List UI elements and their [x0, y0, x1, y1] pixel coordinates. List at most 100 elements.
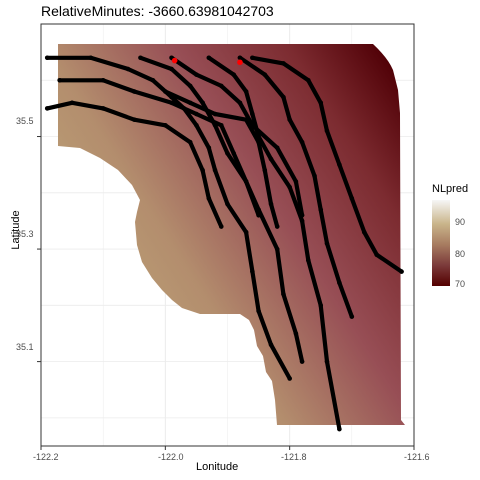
track-point [163, 89, 168, 94]
legend-colorbar [432, 200, 450, 286]
track-line [250, 55, 404, 274]
track-point [262, 72, 268, 77]
track-point [131, 89, 137, 94]
track-point [337, 426, 342, 432]
track-point [194, 111, 199, 117]
track-point [281, 61, 286, 66]
track-point [312, 173, 317, 179]
track-point [268, 156, 274, 162]
track-point [237, 55, 243, 61]
legend-label: 90 [455, 217, 466, 227]
track-point [250, 122, 255, 128]
track-point [206, 196, 212, 201]
track-point [194, 122, 199, 128]
track-point [243, 89, 249, 94]
chart-title: RelativeMinutes: -3660.63981042703 [41, 3, 274, 19]
track-point [349, 196, 355, 201]
track-point [256, 213, 261, 218]
x-tick-label: -122.0 [158, 452, 184, 462]
track-point [44, 106, 50, 111]
x-tick-label: -122.2 [33, 452, 59, 462]
track-line [237, 55, 354, 319]
y-tick-label: 35.5 [16, 116, 34, 126]
x-axis-label: Lonitude [196, 461, 239, 473]
track-point [256, 308, 261, 314]
track-point [250, 111, 255, 117]
panel-border [40, 23, 415, 447]
track-point [399, 269, 404, 274]
track-point [268, 342, 274, 348]
track-point [44, 55, 50, 61]
track-point [225, 201, 230, 207]
track-point [349, 314, 355, 319]
track-point [250, 269, 255, 274]
track-point [281, 291, 286, 297]
track-point [225, 151, 230, 156]
track-point [150, 77, 156, 83]
track-point [187, 100, 193, 106]
track-point [256, 139, 261, 145]
highlight-point [171, 57, 178, 64]
track-point [100, 106, 106, 111]
x-tick-label: -121.6 [404, 452, 430, 462]
track-point [287, 184, 292, 190]
legend-label: 70 [455, 279, 466, 289]
track-point [299, 139, 305, 145]
track-point [324, 359, 330, 364]
track-line [138, 55, 305, 364]
track-point [299, 218, 305, 224]
track-point [318, 100, 324, 106]
track-point [274, 224, 280, 229]
track-point [69, 100, 75, 106]
track-line [169, 55, 305, 218]
track-point [268, 201, 274, 207]
track-point [125, 66, 131, 72]
track-point [206, 55, 212, 61]
track-point [163, 122, 168, 128]
track-point [287, 376, 292, 381]
track-point [100, 77, 106, 83]
track-line [206, 55, 342, 432]
x-tick-label: -121.8 [281, 452, 307, 462]
track-point [337, 162, 342, 167]
track-point [361, 229, 367, 235]
track-point [318, 207, 324, 212]
track-line [163, 89, 280, 229]
track-point [299, 213, 305, 218]
track-point [306, 258, 311, 263]
track-point [57, 77, 62, 83]
track-point [88, 55, 94, 61]
track-point [194, 72, 199, 77]
track-point [138, 55, 143, 61]
track-point [212, 111, 218, 117]
track-point [243, 179, 249, 184]
track-point [243, 229, 249, 235]
track-point [200, 167, 205, 173]
track-point [212, 167, 218, 173]
track-point [287, 117, 292, 122]
highlight-point [237, 59, 243, 66]
track-point [299, 359, 305, 364]
track-point [318, 303, 324, 308]
track-point [281, 94, 286, 100]
track-point [237, 100, 243, 106]
y-tick-label: 35.3 [16, 229, 34, 239]
track-point [187, 83, 193, 89]
track-point [324, 128, 330, 134]
track-point [262, 167, 268, 173]
track-point [306, 77, 311, 83]
prediction-field [58, 44, 405, 425]
track-point [274, 246, 280, 252]
track-point [293, 179, 299, 184]
legend-title: NLpred [432, 183, 469, 195]
track-point [250, 55, 255, 61]
track-point [218, 224, 224, 229]
track-point [206, 145, 212, 151]
track-point [169, 100, 174, 106]
legend-label: 80 [455, 249, 466, 259]
track-point [218, 83, 224, 89]
track-point [169, 66, 174, 72]
track-point [324, 241, 330, 246]
track-point [187, 139, 193, 145]
